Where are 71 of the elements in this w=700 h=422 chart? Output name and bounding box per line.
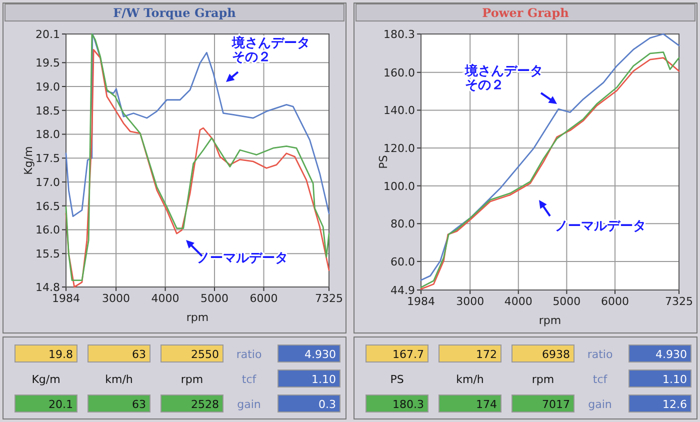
text: rpm bbox=[532, 373, 554, 386]
x-tick-label: 7325 bbox=[665, 295, 693, 308]
text: gain bbox=[588, 398, 612, 411]
y-tick-label: 19.0 bbox=[36, 80, 60, 94]
text: tcf bbox=[242, 373, 258, 386]
chart-title: F/W Torque Graph bbox=[113, 6, 236, 20]
text: Kg/m bbox=[32, 373, 60, 386]
y-tick-label: 18.0 bbox=[36, 128, 60, 142]
x-axis-title: rpm bbox=[186, 311, 209, 324]
x-tick-label: 5000 bbox=[200, 292, 229, 305]
x-tick-label: 3000 bbox=[102, 292, 130, 305]
y-tick-label: 15.5 bbox=[36, 248, 60, 261]
text: tcf bbox=[592, 373, 608, 386]
text: 2528 bbox=[191, 398, 219, 411]
text: gain bbox=[237, 398, 261, 411]
y-tick-label: 60.0 bbox=[390, 255, 415, 268]
x-tick-label: 1984 bbox=[407, 295, 435, 308]
y-axis-title: Kg/m bbox=[22, 146, 35, 175]
y-axis-title: PS bbox=[377, 155, 390, 169]
text: 63 bbox=[132, 398, 146, 411]
text: 1.10 bbox=[662, 373, 687, 386]
text: 63 bbox=[132, 348, 146, 361]
text: 12.6 bbox=[662, 398, 687, 411]
text: ratio bbox=[236, 348, 262, 361]
x-tick-label: 4000 bbox=[151, 292, 180, 305]
text: 1.10 bbox=[312, 373, 336, 386]
text: 7017 bbox=[542, 398, 570, 411]
y-tick-label: 160.0 bbox=[384, 66, 415, 80]
text: 19.8 bbox=[48, 348, 73, 361]
y-tick-label: 44.9 bbox=[390, 284, 415, 297]
x-tick-label: 4000 bbox=[504, 295, 532, 308]
y-tick-label: 18.5 bbox=[36, 104, 60, 118]
annotation: 境さんデータその２ bbox=[464, 63, 543, 93]
y-tick-label: 140.0 bbox=[384, 104, 415, 118]
y-tick-label: 16.0 bbox=[36, 224, 60, 237]
text: rpm bbox=[180, 373, 204, 386]
annotation: 境さんデータその２ bbox=[231, 35, 310, 65]
text: 4.930 bbox=[304, 348, 336, 361]
text: 4.930 bbox=[656, 348, 687, 361]
text: 6938 bbox=[542, 348, 570, 361]
y-tick-label: 17.0 bbox=[36, 176, 60, 189]
text: ratio bbox=[587, 348, 613, 361]
text: km/h bbox=[456, 373, 484, 386]
x-tick-label: 6000 bbox=[600, 295, 629, 308]
x-tick-label: 7325 bbox=[315, 292, 343, 305]
y-tick-label: 100.0 bbox=[384, 180, 415, 193]
annotation: ノーマルデータ bbox=[555, 219, 646, 234]
annotation: ノーマルデータ bbox=[197, 251, 288, 266]
chart-title: Power Graph bbox=[482, 6, 570, 20]
y-tick-label: 80.0 bbox=[390, 218, 415, 231]
y-tick-label: 120.0 bbox=[384, 142, 415, 156]
x-tick-label: 1984 bbox=[52, 292, 80, 305]
y-tick-label: 20.1 bbox=[36, 28, 60, 41]
text: 174 bbox=[476, 398, 497, 411]
text: 20.1 bbox=[48, 398, 73, 411]
y-tick-label: 14.8 bbox=[36, 281, 60, 294]
x-tick-label: 6000 bbox=[250, 292, 278, 305]
x-tick-label: 5000 bbox=[552, 295, 581, 308]
text: PS bbox=[390, 373, 404, 386]
line-series bbox=[65, 33, 330, 218]
y-tick-label: 180.3 bbox=[384, 28, 415, 41]
text: 0.3 bbox=[318, 398, 336, 411]
y-tick-label: 19.5 bbox=[36, 56, 60, 70]
y-tick-label: 17.5 bbox=[36, 152, 60, 166]
text: 167.7 bbox=[392, 348, 424, 361]
text: 172 bbox=[476, 348, 497, 361]
x-tick-label: 3000 bbox=[456, 295, 484, 308]
text: km/h bbox=[105, 373, 133, 386]
x-axis-title: rpm bbox=[538, 314, 562, 327]
y-tick-label: 16.5 bbox=[36, 200, 60, 213]
text: 2550 bbox=[191, 348, 219, 361]
